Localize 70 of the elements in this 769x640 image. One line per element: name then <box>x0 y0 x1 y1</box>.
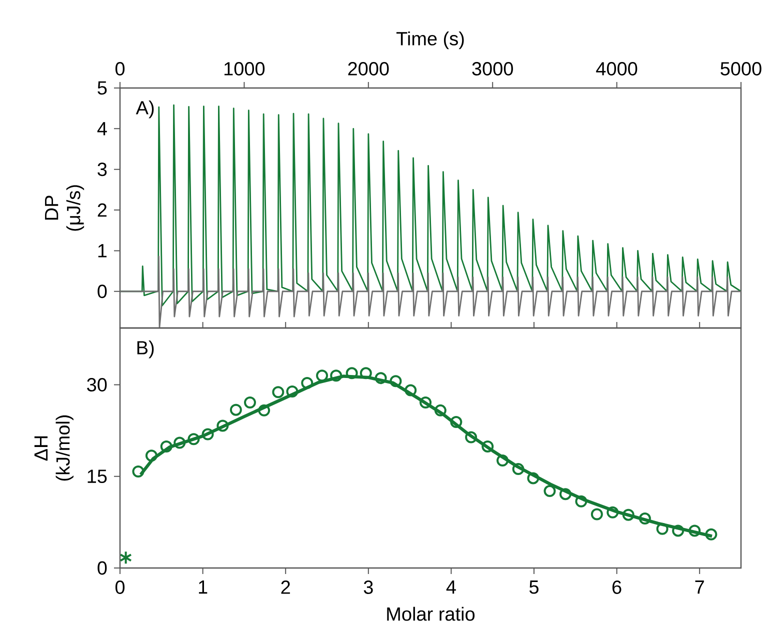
point <box>286 386 298 398</box>
point <box>512 463 524 476</box>
point <box>705 528 718 540</box>
point <box>360 367 372 380</box>
point <box>559 488 572 500</box>
point <box>404 384 417 396</box>
point <box>496 454 509 467</box>
point <box>672 524 684 537</box>
x-axis-title: Time (s) <box>396 31 464 50</box>
point <box>656 522 668 535</box>
point <box>590 508 603 520</box>
point <box>450 416 462 428</box>
point <box>544 485 556 498</box>
x-tick-label: 6 <box>612 580 622 594</box>
point <box>465 431 478 444</box>
point <box>374 372 387 384</box>
x-tick-label: 5000 <box>720 62 762 76</box>
point <box>145 450 158 462</box>
x-tick-label: 2 <box>281 580 290 594</box>
point <box>174 436 186 449</box>
point <box>390 375 402 388</box>
y-tick-label: 2 <box>98 203 107 217</box>
x-axis-title: Molar ratio <box>387 606 475 621</box>
point <box>160 440 172 452</box>
y-tick-label: 0 <box>98 561 107 575</box>
point <box>330 370 342 382</box>
y-tick-label: 3 <box>98 162 107 176</box>
point <box>216 420 229 432</box>
point <box>202 428 214 440</box>
y-tick-label: 0 <box>98 284 107 298</box>
point <box>120 550 132 565</box>
point <box>346 367 358 380</box>
y-tick-label: 30 <box>87 378 107 392</box>
point <box>188 433 200 446</box>
point <box>316 370 328 382</box>
y-tick-label: 5 <box>98 81 107 95</box>
point <box>301 376 314 389</box>
point <box>622 508 634 521</box>
point <box>244 396 256 408</box>
y-axis-title: DP (μJ/s) <box>45 185 84 231</box>
annotation: A) <box>136 100 154 118</box>
x-tick-label: 5 <box>529 580 538 594</box>
point <box>420 396 432 408</box>
point <box>258 404 270 416</box>
x-tick-label: 7 <box>695 580 704 594</box>
point <box>575 495 588 508</box>
point <box>434 404 446 416</box>
point <box>132 466 144 478</box>
point <box>638 512 651 525</box>
y-axis-title: ΔH (kJ/mol) <box>34 415 74 481</box>
point <box>606 506 619 518</box>
point <box>527 472 540 484</box>
y-tick-label: 15 <box>88 470 107 484</box>
x-tick-label: 1000 <box>224 62 265 76</box>
x-tick-label: 4 <box>446 580 456 594</box>
annotation: B) <box>137 340 154 358</box>
y-tick-label: 4 <box>97 122 107 136</box>
point <box>230 404 242 416</box>
point <box>272 386 284 398</box>
x-tick-label: 0 <box>115 62 125 76</box>
line-series <box>120 256 741 328</box>
x-tick-label: 3000 <box>472 62 513 76</box>
point <box>688 524 701 537</box>
x-tick-label: 4000 <box>596 62 638 76</box>
x-tick-label: 1 <box>198 580 208 594</box>
x-tick-label: 2000 <box>348 62 389 76</box>
point <box>482 440 494 452</box>
x-tick-label: 3 <box>364 580 373 594</box>
x-tick-label: 0 <box>115 580 125 594</box>
y-tick-label: 1 <box>98 244 107 258</box>
